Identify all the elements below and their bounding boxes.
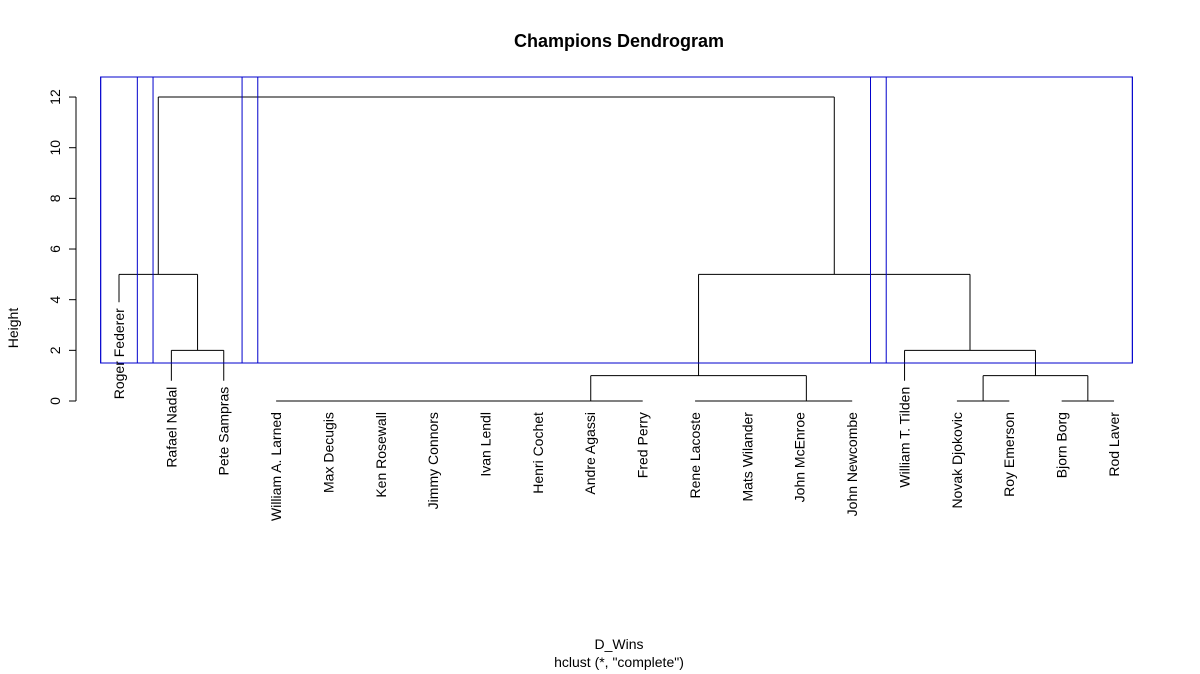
leaf-labels: Roger Federer Rafael Nadal Pete Sampras Wil… (111, 308, 1122, 521)
leaf-label: Andre Agassi (582, 412, 598, 495)
leaf-label: Henri Cochet (530, 412, 546, 494)
leaf-label: Max Decugis (320, 412, 336, 493)
leaf-label: Rod Laver (1106, 412, 1122, 477)
leaf-label: Rene Lacoste (687, 412, 703, 499)
y-tick-label: 12 (47, 89, 63, 105)
leaf-label: William A. Larned (268, 412, 284, 521)
leaf-label: William T. Tilden (896, 387, 912, 488)
cluster-rectangles (100, 76, 1133, 364)
cluster-rect (257, 76, 872, 364)
leaf-label: Roger Federer (111, 308, 127, 399)
leaf-label: Jimmy Connors (425, 412, 441, 509)
cluster-rect (885, 76, 1133, 364)
leaf-label: Novak Djokovic (949, 412, 965, 508)
y-tick-label: 10 (47, 140, 63, 156)
x-axis-label: D_Wins (594, 636, 643, 652)
y-tick-label: 6 (47, 245, 63, 253)
leaf-label: Pete Sampras (216, 387, 232, 476)
leaf-label: Mats Wilander (739, 412, 755, 502)
chart-title: Champions Dendrogram (514, 31, 724, 51)
leaf-label: John Newcombe (844, 412, 860, 516)
leaf-label: Roy Emerson (1001, 412, 1017, 497)
leaf-label: Rafael Nadal (163, 387, 179, 468)
cluster-rect-outer (100, 76, 1133, 364)
leaf-label: Bjorn Borg (1054, 412, 1070, 478)
y-tick-label: 4 (47, 296, 63, 304)
y-tick-label: 0 (47, 397, 63, 405)
leaf-label: John McEnroe (792, 412, 808, 502)
dendrogram-tree (118, 96, 1115, 402)
method-sublabel: hclust (*, "complete") (554, 654, 684, 670)
y-tick-label: 2 (47, 346, 63, 354)
leaf-label: Fred Perry (635, 412, 651, 478)
y-axis-label: Height (5, 308, 21, 349)
y-tick-label: 8 (47, 194, 63, 202)
leaf-label: Ivan Lendl (477, 412, 493, 477)
y-axis: 0 2 4 6 8 10 12 (47, 89, 77, 405)
leaf-label: Ken Rosewall (373, 412, 389, 498)
